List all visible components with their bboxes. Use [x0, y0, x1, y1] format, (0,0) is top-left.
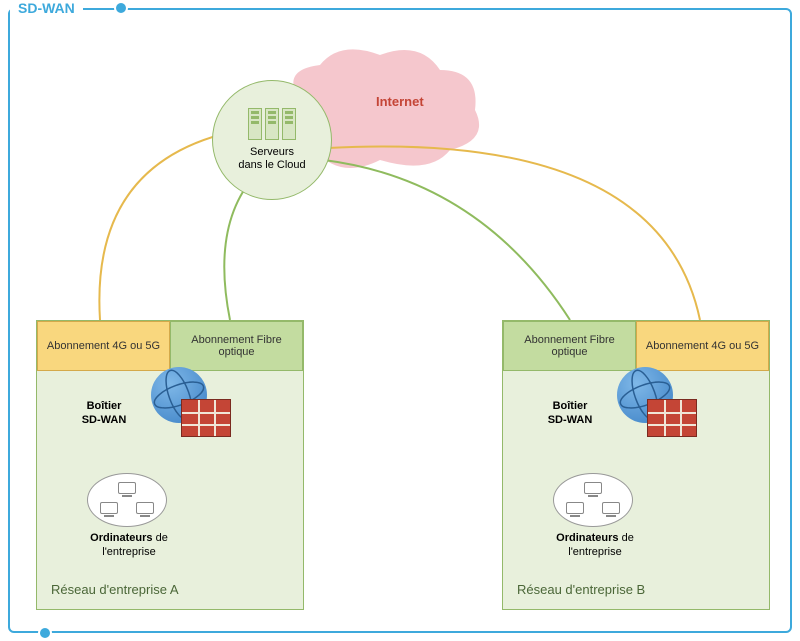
server-rack-icon	[248, 108, 296, 140]
firewall-icon	[647, 399, 697, 437]
enterprise-b-subscriptions: Abonnement Fibre optique Abonnement 4G o…	[503, 321, 769, 371]
cloud-label: Serveurs dans le Cloud	[238, 146, 305, 172]
computers-label-b: Ordinateurs de l'entreprise	[535, 531, 655, 560]
frame-accent-dot-top	[114, 1, 128, 15]
sdwan-box-label-a: Boîtier SD-WAN	[69, 399, 139, 428]
enterprise-a-sub-fibre: Abonnement Fibre optique	[170, 321, 303, 371]
enterprise-b-sub-fibre: Abonnement Fibre optique	[503, 321, 636, 371]
cloud-label-line2: dans le Cloud	[238, 159, 305, 171]
enterprise-a-subscriptions: Abonnement 4G ou 5G Abonnement Fibre opt…	[37, 321, 303, 371]
enterprise-a: Abonnement 4G ou 5G Abonnement Fibre opt…	[36, 320, 304, 610]
sdwan-box-label-b: Boîtier SD-WAN	[535, 399, 605, 428]
cloud-servers-node: Serveurs dans le Cloud	[212, 80, 332, 200]
enterprise-b-sub-4g5g: Abonnement 4G ou 5G	[636, 321, 769, 371]
enterprise-b-label: Réseau d'entreprise B	[517, 582, 645, 597]
frame-accent-dot-bottom	[38, 626, 52, 640]
firewall-icon	[181, 399, 231, 437]
cloud-label-line1: Serveurs	[250, 146, 294, 158]
internet-label: Internet	[376, 94, 424, 109]
computers-icon	[87, 473, 167, 527]
computers-icon	[553, 473, 633, 527]
diagram-title: SD-WAN	[10, 0, 83, 16]
enterprise-a-label: Réseau d'entreprise A	[51, 582, 179, 597]
computers-label-a: Ordinateurs de l'entreprise	[69, 531, 189, 560]
enterprise-b: Abonnement Fibre optique Abonnement 4G o…	[502, 320, 770, 610]
enterprise-a-sub-4g5g: Abonnement 4G ou 5G	[37, 321, 170, 371]
